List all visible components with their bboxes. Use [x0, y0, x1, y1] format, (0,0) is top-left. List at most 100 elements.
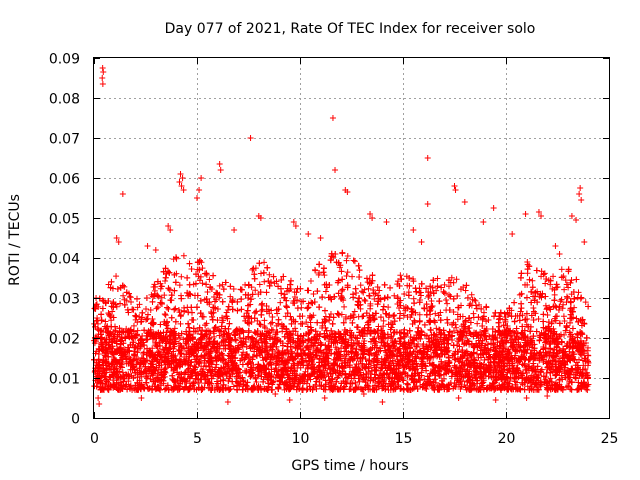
data-point [105, 281, 112, 288]
data-point [269, 327, 276, 334]
data-point [93, 301, 100, 308]
data-point [470, 310, 477, 317]
data-point [530, 304, 537, 311]
data-point [434, 275, 441, 282]
data-point [266, 271, 273, 278]
data-point [433, 325, 440, 332]
data-point [396, 283, 403, 290]
data-point [211, 333, 218, 340]
data-point [481, 357, 488, 364]
data-point [553, 304, 560, 311]
data-point [428, 304, 435, 311]
data-point [332, 344, 339, 351]
data-point [351, 258, 358, 265]
data-point [134, 319, 141, 326]
data-point [571, 304, 578, 311]
data-point [291, 293, 298, 300]
data-point [462, 287, 469, 294]
data-point [155, 293, 162, 300]
data-point [562, 277, 569, 284]
data-point [121, 375, 128, 382]
data-point [561, 318, 568, 325]
data-point [413, 344, 420, 351]
data-point [237, 334, 244, 341]
data-point [259, 306, 266, 313]
data-point [365, 285, 372, 292]
data-point [243, 344, 250, 351]
data-point [344, 252, 351, 259]
data-point [277, 299, 284, 306]
data-point [524, 383, 531, 390]
data-point [343, 257, 350, 264]
data-point [538, 268, 545, 275]
data-point [374, 284, 381, 291]
data-point [316, 383, 323, 390]
data-point [206, 276, 213, 283]
data-point [176, 334, 183, 341]
data-point [120, 292, 127, 299]
data-point [474, 320, 481, 327]
data-point [474, 350, 481, 357]
data-point [542, 280, 549, 287]
data-point [230, 285, 237, 292]
data-point [162, 312, 169, 319]
data-point [130, 339, 137, 346]
data-point [550, 273, 557, 280]
data-point [317, 355, 324, 362]
data-point [356, 378, 363, 385]
data-point [561, 286, 568, 293]
data-point [416, 311, 423, 318]
data-point [394, 300, 401, 307]
data-point [172, 305, 179, 312]
data-point [532, 310, 539, 317]
data-point [519, 312, 526, 319]
data-point [524, 259, 531, 266]
data-point [161, 292, 168, 299]
data-point [544, 312, 551, 319]
data-point [162, 278, 169, 285]
data-point [391, 292, 398, 299]
data-point [233, 337, 240, 344]
data-point [178, 273, 185, 280]
data-point [553, 313, 560, 320]
data-point [216, 282, 223, 289]
data-point [113, 273, 120, 280]
data-point [365, 369, 372, 376]
data-point [312, 267, 319, 274]
data-point [99, 297, 106, 304]
data-point [230, 383, 237, 390]
data-point [397, 272, 404, 279]
data-point [351, 308, 358, 315]
data-point [453, 324, 460, 331]
data-point [219, 281, 226, 288]
data-point [464, 337, 471, 344]
data-point [297, 364, 304, 371]
data-point [582, 299, 589, 306]
data-point [119, 369, 126, 376]
data-point [466, 341, 473, 348]
data-point [564, 295, 571, 302]
data-point [216, 332, 223, 339]
data-point [393, 363, 400, 370]
data-point [559, 305, 566, 312]
data-point [153, 305, 160, 312]
data-point [180, 252, 187, 259]
data-point [535, 315, 542, 322]
data-point [385, 304, 392, 311]
data-point [109, 308, 116, 315]
data-point [558, 372, 565, 379]
data-point [227, 293, 234, 300]
data-point [307, 277, 314, 284]
data-point [476, 301, 483, 308]
data-point [471, 296, 478, 303]
data-point [349, 273, 356, 280]
data-point [204, 288, 211, 295]
data-point [558, 266, 565, 273]
data-point [385, 386, 392, 393]
data-point [310, 290, 317, 297]
data-point [249, 266, 256, 273]
data-point [176, 282, 183, 289]
data-point [254, 317, 261, 324]
data-point [321, 272, 328, 279]
data-point [529, 277, 536, 284]
